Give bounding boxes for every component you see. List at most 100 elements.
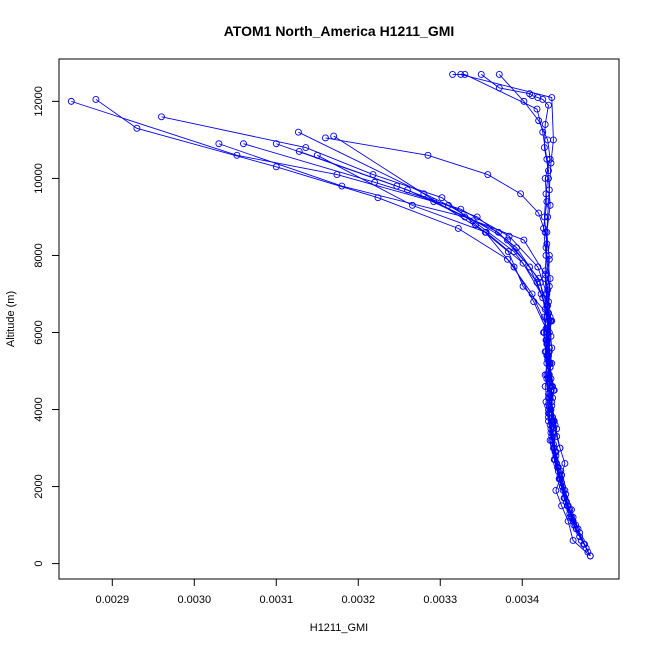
data-point (504, 236, 511, 244)
data-point (510, 263, 518, 271)
data-point (533, 105, 541, 113)
series-line (333, 135, 581, 537)
y-tick-label: 0 (33, 561, 45, 567)
data-point (495, 70, 503, 78)
data-point (535, 117, 543, 125)
data-point (133, 124, 141, 132)
series-line (325, 137, 561, 449)
data-point (561, 459, 569, 467)
y-tick-label: 6000 (33, 320, 45, 344)
series-line (276, 143, 582, 541)
data-point (548, 94, 556, 101)
data-point (544, 286, 552, 294)
data-point (526, 90, 534, 98)
data-point (556, 444, 564, 452)
series-10 (215, 140, 575, 521)
data-point (526, 263, 534, 271)
data-point (569, 537, 577, 544)
series-line (498, 74, 551, 348)
data-point (547, 159, 555, 167)
data-point (457, 70, 465, 78)
series-7 (294, 128, 582, 533)
data-point (92, 95, 100, 103)
data-point (517, 190, 525, 198)
x-tick-label: 0.0034 (505, 594, 539, 606)
data-point (215, 140, 223, 148)
x-axis: 0.0029 0.0030 0.0031 0.0032 0.0033 0.0034 (95, 578, 539, 606)
data-point (551, 456, 559, 464)
data-point (540, 329, 548, 336)
data-point (551, 421, 559, 429)
data-point (438, 194, 446, 202)
data-point (549, 413, 557, 421)
data-point (454, 225, 462, 232)
data-point (371, 178, 379, 186)
y-axis: 0 2000 4000 6000 8000 10000 12000 (33, 86, 60, 567)
data-point (545, 379, 553, 387)
data-point (542, 244, 550, 252)
data-point (584, 548, 592, 556)
data-point (539, 128, 547, 136)
series-1 (158, 113, 594, 560)
data-point (546, 201, 554, 209)
data-point (449, 70, 457, 78)
data-point (424, 151, 432, 159)
chart-title: ATOM1 North_America H1211_GMI (224, 23, 455, 39)
data-point (543, 155, 551, 163)
data-point (445, 201, 452, 209)
data-point (556, 475, 564, 483)
series-line (243, 143, 576, 526)
data-point (582, 544, 590, 552)
data-point (545, 255, 553, 263)
data-point (543, 240, 551, 248)
data-point (457, 205, 465, 213)
data-point (520, 236, 528, 244)
data-point (504, 255, 511, 263)
data-point (577, 537, 585, 544)
data-point (541, 121, 549, 128)
series-layer (67, 70, 594, 560)
data-point (549, 136, 557, 144)
data-point (548, 436, 556, 444)
data-point (547, 425, 555, 433)
series-9 (240, 140, 579, 529)
data-point (535, 209, 543, 217)
data-point (510, 248, 518, 256)
data-point (548, 382, 556, 390)
series-14 (449, 70, 556, 390)
data-point (545, 375, 552, 383)
series-15 (457, 70, 557, 421)
series-4 (295, 147, 588, 548)
data-point (477, 70, 485, 78)
series-8 (272, 140, 585, 544)
series-line (95, 99, 591, 557)
data-point (576, 533, 584, 541)
series-3 (67, 97, 592, 556)
x-tick-label: 0.0031 (259, 594, 293, 606)
data-point (408, 201, 416, 209)
series-line (298, 131, 579, 530)
series-line (218, 143, 572, 518)
series-line (452, 73, 553, 387)
data-point (545, 174, 552, 182)
x-tick-label: 0.0032 (341, 594, 375, 606)
data-point (545, 417, 552, 425)
data-point (549, 429, 557, 437)
x-tick-label: 0.0033 (423, 594, 457, 606)
y-axis-label: Altitude (m) (5, 291, 17, 347)
data-point (505, 232, 513, 240)
data-point (461, 213, 469, 221)
data-point (572, 521, 579, 529)
series-line (480, 74, 549, 364)
data-point (543, 313, 551, 321)
data-point (233, 151, 241, 159)
data-point (420, 190, 428, 198)
data-point (545, 186, 553, 194)
x-tick-label: 0.0029 (95, 594, 129, 606)
data-point (544, 213, 552, 221)
data-point (568, 513, 575, 521)
data-point (541, 267, 549, 275)
data-point (548, 344, 556, 352)
y-tick-label: 2000 (33, 474, 45, 498)
y-tick-label: 4000 (33, 397, 45, 421)
